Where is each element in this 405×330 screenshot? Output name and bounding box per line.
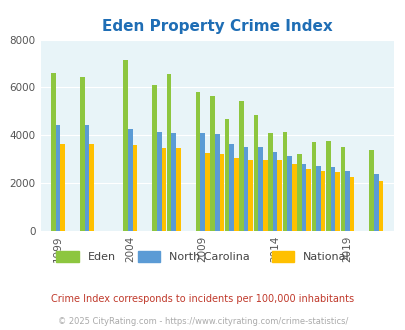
Bar bbox=[248, 160, 252, 231]
Bar bbox=[214, 134, 219, 231]
Bar bbox=[55, 124, 60, 231]
Bar bbox=[123, 60, 128, 231]
Bar bbox=[369, 150, 373, 231]
Bar bbox=[296, 154, 301, 231]
Bar bbox=[224, 118, 229, 231]
Bar bbox=[335, 172, 339, 231]
Bar bbox=[277, 160, 281, 231]
Bar bbox=[349, 177, 354, 231]
Bar bbox=[330, 167, 335, 231]
Bar bbox=[176, 148, 180, 231]
Bar bbox=[287, 156, 291, 231]
Bar bbox=[210, 96, 214, 231]
Bar bbox=[161, 148, 166, 231]
Text: Crime Index corresponds to incidents per 100,000 inhabitants: Crime Index corresponds to incidents per… bbox=[51, 294, 354, 304]
Bar bbox=[258, 147, 262, 231]
Bar bbox=[132, 145, 137, 231]
Bar bbox=[344, 171, 349, 231]
Bar bbox=[268, 133, 272, 231]
Bar bbox=[89, 144, 94, 231]
Bar bbox=[84, 124, 89, 231]
Bar bbox=[311, 143, 315, 231]
Bar bbox=[320, 171, 325, 231]
Bar bbox=[262, 160, 267, 231]
Bar bbox=[315, 166, 320, 231]
Bar bbox=[378, 181, 382, 231]
Bar bbox=[60, 144, 65, 231]
Bar bbox=[373, 174, 378, 231]
Text: © 2025 CityRating.com - https://www.cityrating.com/crime-statistics/: © 2025 CityRating.com - https://www.city… bbox=[58, 317, 347, 326]
Bar bbox=[205, 153, 209, 231]
Bar bbox=[239, 101, 243, 231]
Bar bbox=[171, 133, 176, 231]
Bar bbox=[325, 141, 330, 231]
Title: Eden Property Crime Index: Eden Property Crime Index bbox=[102, 19, 332, 34]
Bar bbox=[200, 133, 205, 231]
Bar bbox=[291, 164, 296, 231]
Bar bbox=[282, 132, 287, 231]
Bar bbox=[152, 85, 157, 231]
Bar bbox=[253, 115, 258, 231]
Bar bbox=[272, 152, 277, 231]
Legend: Eden, North Carolina, National: Eden, North Carolina, National bbox=[52, 247, 353, 267]
Bar bbox=[195, 92, 200, 231]
Bar bbox=[243, 147, 248, 231]
Bar bbox=[301, 164, 306, 231]
Bar bbox=[80, 77, 84, 231]
Bar bbox=[51, 73, 55, 231]
Bar bbox=[166, 74, 171, 231]
Bar bbox=[340, 147, 344, 231]
Bar bbox=[229, 144, 233, 231]
Bar bbox=[219, 154, 224, 231]
Bar bbox=[128, 129, 132, 231]
Bar bbox=[306, 169, 310, 231]
Bar bbox=[233, 158, 238, 231]
Bar bbox=[157, 132, 161, 231]
